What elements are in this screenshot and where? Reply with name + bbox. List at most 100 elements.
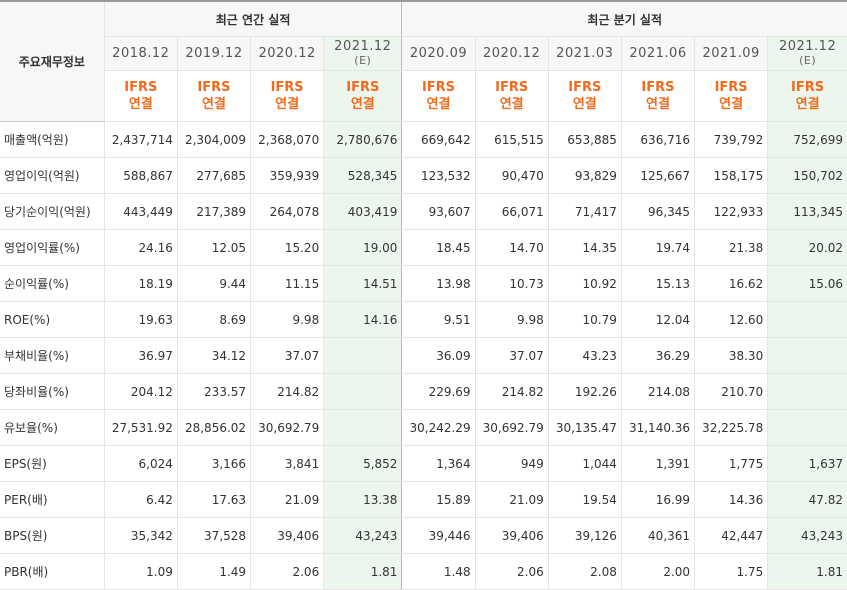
ifrs-standard: IFRS	[270, 80, 304, 95]
ifrs-label-3: IFRS 연결	[323, 70, 403, 122]
table-cell: 30,692.79	[474, 409, 549, 446]
period-header-5: 2020.12	[474, 36, 549, 71]
period-label: 2019.12	[185, 46, 243, 61]
table-cell: 277,685	[176, 157, 252, 194]
period-header-3: 2021.12 (E)	[323, 36, 403, 71]
table-cell: 3,841	[250, 445, 325, 482]
table-cell: 1,364	[401, 445, 476, 482]
period-header-4: 2020.09	[401, 36, 476, 71]
table-cell: 1,775	[694, 445, 769, 482]
ifrs-consolidated: 연결	[646, 97, 670, 112]
table-cell: 229.69	[401, 373, 476, 410]
table-cell: 36.29	[620, 337, 696, 374]
table-row: 영업이익률(%) 24.16 12.05 15.20 19.00 18.45 14.70 14…	[0, 229, 847, 266]
table-row: PBR(배) 1.09 1.49 2.06 1.81 1.48 2.06 2.08 2.00 1.…	[0, 553, 847, 590]
table-cell: 2,780,676	[323, 121, 403, 158]
table-cell: 21.38	[694, 229, 769, 266]
ifrs-label-0: IFRS 연결	[104, 70, 178, 122]
period-label: 2021.12	[334, 38, 392, 54]
table-cell: 18.45	[401, 229, 476, 266]
table-cell: 264,078	[250, 193, 325, 230]
row-label: EPS(원)	[0, 445, 105, 482]
table-row: EPS(원) 6,024 3,166 3,841 5,852 1,364 949 1,044 1…	[0, 445, 847, 482]
table-cell: 30,135.47	[547, 409, 622, 446]
table-cell: 24.16	[103, 229, 178, 266]
table-cell: 1.81	[767, 553, 847, 590]
ifrs-consolidated: 연결	[499, 97, 524, 112]
period-label: 2021.09	[702, 46, 760, 61]
table-row: BPS(원) 35,342 37,528 39,406 43,243 39,446 39,4…	[0, 517, 847, 554]
table-cell	[767, 337, 847, 374]
period-header-row: 2018.12 2019.12 2020.12 2021.12 (E) 2020.09 20…	[0, 36, 847, 71]
table-cell: 19.74	[620, 229, 696, 266]
ifrs-standard: IFRS	[421, 80, 456, 95]
table-cell	[767, 301, 847, 338]
financial-rows: 매출액(억원) 2,437,714 2,304,009 2,368,070 2,780,…	[0, 121, 847, 590]
table-cell: 90,470	[474, 157, 549, 194]
table-cell: 96,345	[620, 193, 696, 230]
table-cell: 37,528	[176, 517, 252, 554]
row-label: 영업이익률(%)	[0, 229, 105, 266]
table-cell: 36.97	[103, 337, 178, 374]
table-cell: 15.20	[250, 229, 325, 266]
table-cell: 30,242.29	[401, 409, 476, 446]
table-cell: 21.09	[474, 481, 549, 518]
table-row: 부채비율(%) 36.97 34.12 37.07 36.09 37.07 43.23 36.…	[0, 337, 847, 374]
table-cell: 125,667	[620, 157, 696, 194]
table-cell: 214.82	[474, 373, 549, 410]
ifrs-consolidated: 연결	[795, 97, 820, 112]
ifrs-standard: IFRS	[495, 80, 529, 95]
table-cell: 9.98	[474, 301, 549, 338]
row-label: ROE(%)	[0, 301, 105, 338]
ifrs-label-2: IFRS 연결	[250, 70, 325, 122]
table-cell: 3,166	[176, 445, 252, 482]
table-cell: 37.07	[474, 337, 549, 374]
table-cell: 13.98	[401, 265, 476, 302]
row-label: PER(배)	[0, 481, 105, 518]
table-cell: 39,406	[474, 517, 549, 554]
table-cell: 669,642	[401, 121, 476, 158]
table-cell: 15.89	[401, 481, 476, 518]
period-label: 2020.12	[483, 46, 541, 61]
table-cell: 19.00	[323, 229, 403, 266]
table-cell: 28,856.02	[176, 409, 252, 446]
table-cell	[323, 409, 403, 446]
row-label: 순이익률(%)	[0, 265, 105, 302]
table-cell: 43,243	[323, 517, 403, 554]
ifrs-consolidated: 연결	[202, 97, 226, 112]
ifrs-label-4: IFRS 연결	[401, 70, 476, 122]
corner-header: 주요재무정보	[0, 0, 105, 122]
table-cell: 1,637	[767, 445, 847, 482]
ifrs-label-5: IFRS 연결	[474, 70, 549, 122]
ifrs-standard: IFRS	[346, 80, 380, 95]
ifrs-label-9: IFRS 연결	[767, 70, 847, 122]
table-cell: 214.08	[620, 373, 696, 410]
period-label: 2021.06	[629, 46, 687, 61]
period-header-0: 2018.12	[104, 36, 178, 71]
table-cell: 14.16	[323, 301, 403, 338]
table-cell: 42,447	[694, 517, 769, 554]
table-cell: 5,852	[323, 445, 403, 482]
ifrs-label-6: IFRS 연결	[547, 70, 622, 122]
table-cell: 9.44	[176, 265, 252, 302]
table-cell: 20.02	[767, 229, 847, 266]
table-cell: 66,071	[474, 193, 549, 230]
table-cell: 204.12	[103, 373, 178, 410]
period-header-9: 2021.12 (E)	[767, 36, 847, 71]
table-cell: 35,342	[103, 517, 178, 554]
table-cell	[323, 337, 403, 374]
table-cell: 10.73	[474, 265, 549, 302]
ifrs-standard: IFRS	[197, 80, 231, 95]
row-label: 당기순이익(억원)	[0, 193, 105, 230]
row-label: PBR(배)	[0, 553, 105, 590]
table-row: 영업이익(억원) 588,867 277,685 359,939 528,345 123,…	[0, 157, 847, 194]
table-cell: 27,531.92	[103, 409, 178, 446]
table-cell: 9.98	[250, 301, 325, 338]
table-cell: 150,702	[767, 157, 847, 194]
table-cell: 13.38	[323, 481, 403, 518]
period-label: 2020.12	[258, 46, 316, 61]
table-row: 매출액(억원) 2,437,714 2,304,009 2,368,070 2,780,…	[0, 121, 847, 158]
table-cell: 18.19	[103, 265, 178, 302]
period-label: 2020.09	[409, 46, 468, 61]
row-label: 부채비율(%)	[0, 337, 105, 374]
